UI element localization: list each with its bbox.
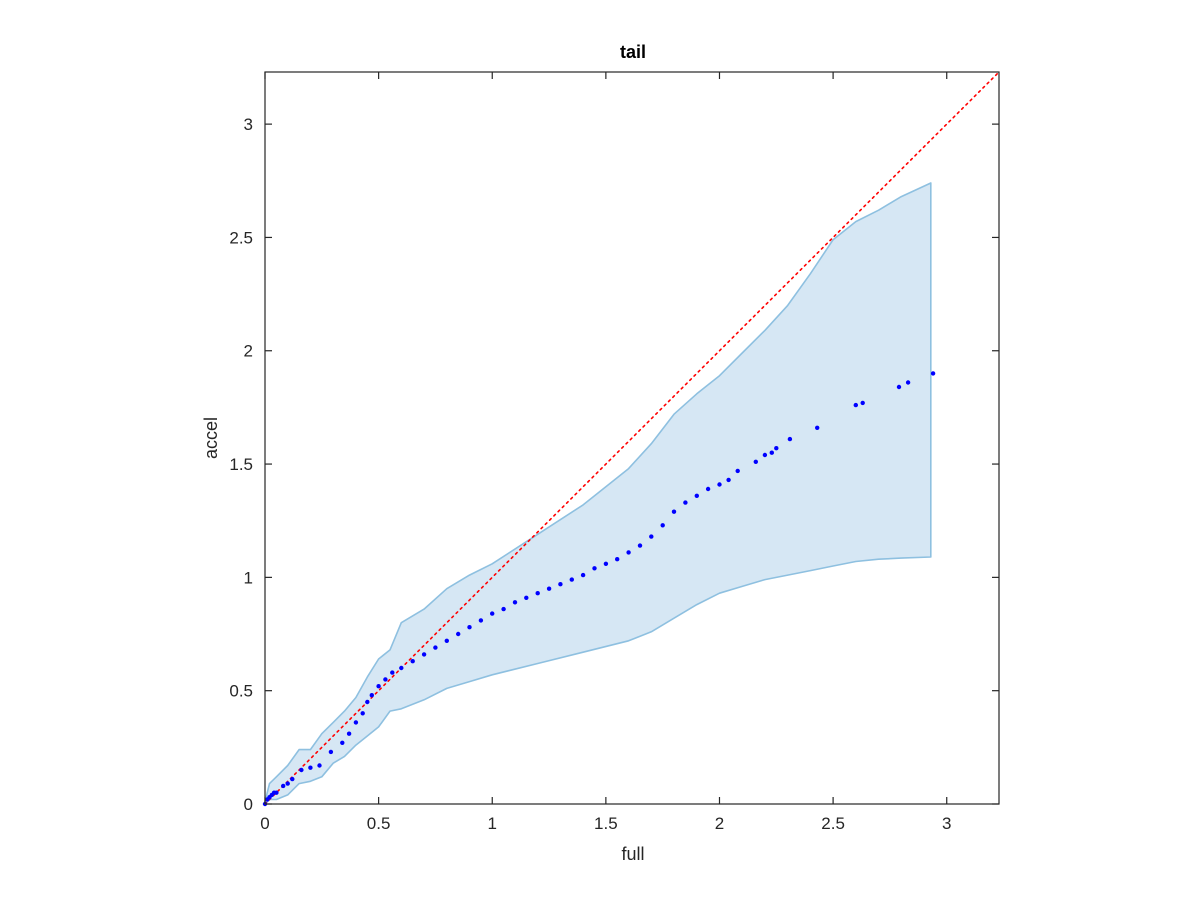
- data-point: [299, 767, 304, 773]
- data-point: [717, 482, 722, 487]
- y-tick-label: 0: [244, 795, 253, 814]
- ticks: 0 0.5 1 1.5 2 2.5 3 0 0.5 1 1.5 2 2.5 3: [229, 72, 999, 833]
- y-tick-label: 1.5: [229, 455, 253, 474]
- data-point: [705, 486, 711, 492]
- x-tick-label: 2.5: [821, 814, 845, 833]
- data-point: [444, 638, 449, 643]
- data-point: [501, 606, 506, 612]
- data-point: [580, 572, 586, 578]
- data-point: [274, 790, 279, 795]
- chart-title: tail: [620, 42, 646, 62]
- x-axis-label: full: [621, 844, 644, 864]
- data-point: [769, 450, 774, 455]
- data-point: [285, 781, 290, 786]
- data-point: [896, 384, 902, 390]
- data-point: [660, 523, 665, 528]
- data-point: [787, 436, 793, 442]
- data-point: [753, 459, 758, 464]
- data-points: [262, 371, 936, 807]
- x-tick-label: 0: [260, 814, 269, 833]
- data-point: [360, 711, 365, 716]
- data-point: [399, 665, 404, 671]
- data-point: [592, 566, 597, 571]
- y-tick-label: 2.5: [229, 228, 253, 247]
- data-point: [815, 425, 820, 430]
- y-tick-label: 3: [244, 115, 253, 134]
- data-point: [615, 557, 620, 562]
- data-point: [726, 477, 731, 483]
- x-tick-label: 1: [488, 814, 497, 833]
- band-area: [264, 182, 932, 805]
- data-point: [490, 611, 495, 616]
- y-tick-label: 2: [244, 342, 253, 361]
- data-point: [860, 400, 865, 406]
- data-point: [905, 380, 911, 385]
- data-point: [340, 740, 345, 745]
- data-point: [317, 763, 322, 768]
- data-point: [353, 720, 359, 725]
- data-point: [478, 618, 484, 623]
- data-point: [603, 561, 609, 566]
- x-tick-label: 0.5: [367, 814, 391, 833]
- axes: [264, 71, 1000, 805]
- data-point: [467, 625, 472, 630]
- data-point: [369, 693, 374, 698]
- data-point: [365, 699, 370, 705]
- data-point: [774, 446, 779, 451]
- data-point: [376, 684, 381, 689]
- data-point: [853, 402, 858, 408]
- reference-line: [264, 71, 1000, 805]
- data-point: [683, 500, 688, 505]
- data-point: [735, 468, 740, 474]
- data-point: [290, 776, 295, 782]
- x-tick-label: 2: [715, 814, 724, 833]
- data-point: [535, 591, 540, 596]
- data-point: [281, 783, 286, 789]
- data-point: [694, 493, 699, 498]
- data-point: [930, 371, 936, 376]
- data-point: [328, 749, 334, 755]
- data-point: [346, 731, 352, 736]
- data-point: [546, 586, 552, 591]
- data-point: [410, 659, 415, 664]
- data-point: [456, 631, 461, 637]
- data-point: [512, 600, 518, 605]
- data-point: [421, 652, 427, 657]
- data-point: [762, 452, 768, 458]
- data-point: [308, 765, 313, 770]
- data-point: [558, 582, 563, 587]
- x-tick-label: 1.5: [594, 814, 618, 833]
- y-axis-label: accel: [201, 417, 221, 459]
- data-point: [569, 577, 574, 582]
- data-point: [649, 534, 654, 539]
- identity-line: [264, 71, 1000, 805]
- y-tick-label: 1: [244, 568, 253, 587]
- data-point: [383, 677, 388, 682]
- axes-box: [264, 71, 1000, 805]
- x-tick-label: 3: [942, 814, 951, 833]
- data-point: [524, 595, 529, 600]
- data-point: [626, 550, 631, 555]
- data-point: [433, 645, 438, 650]
- confidence-band: [264, 182, 932, 805]
- y-tick-label: 0.5: [229, 682, 253, 701]
- data-point: [637, 543, 643, 548]
- data-point: [390, 670, 395, 675]
- data-point: [671, 509, 677, 514]
